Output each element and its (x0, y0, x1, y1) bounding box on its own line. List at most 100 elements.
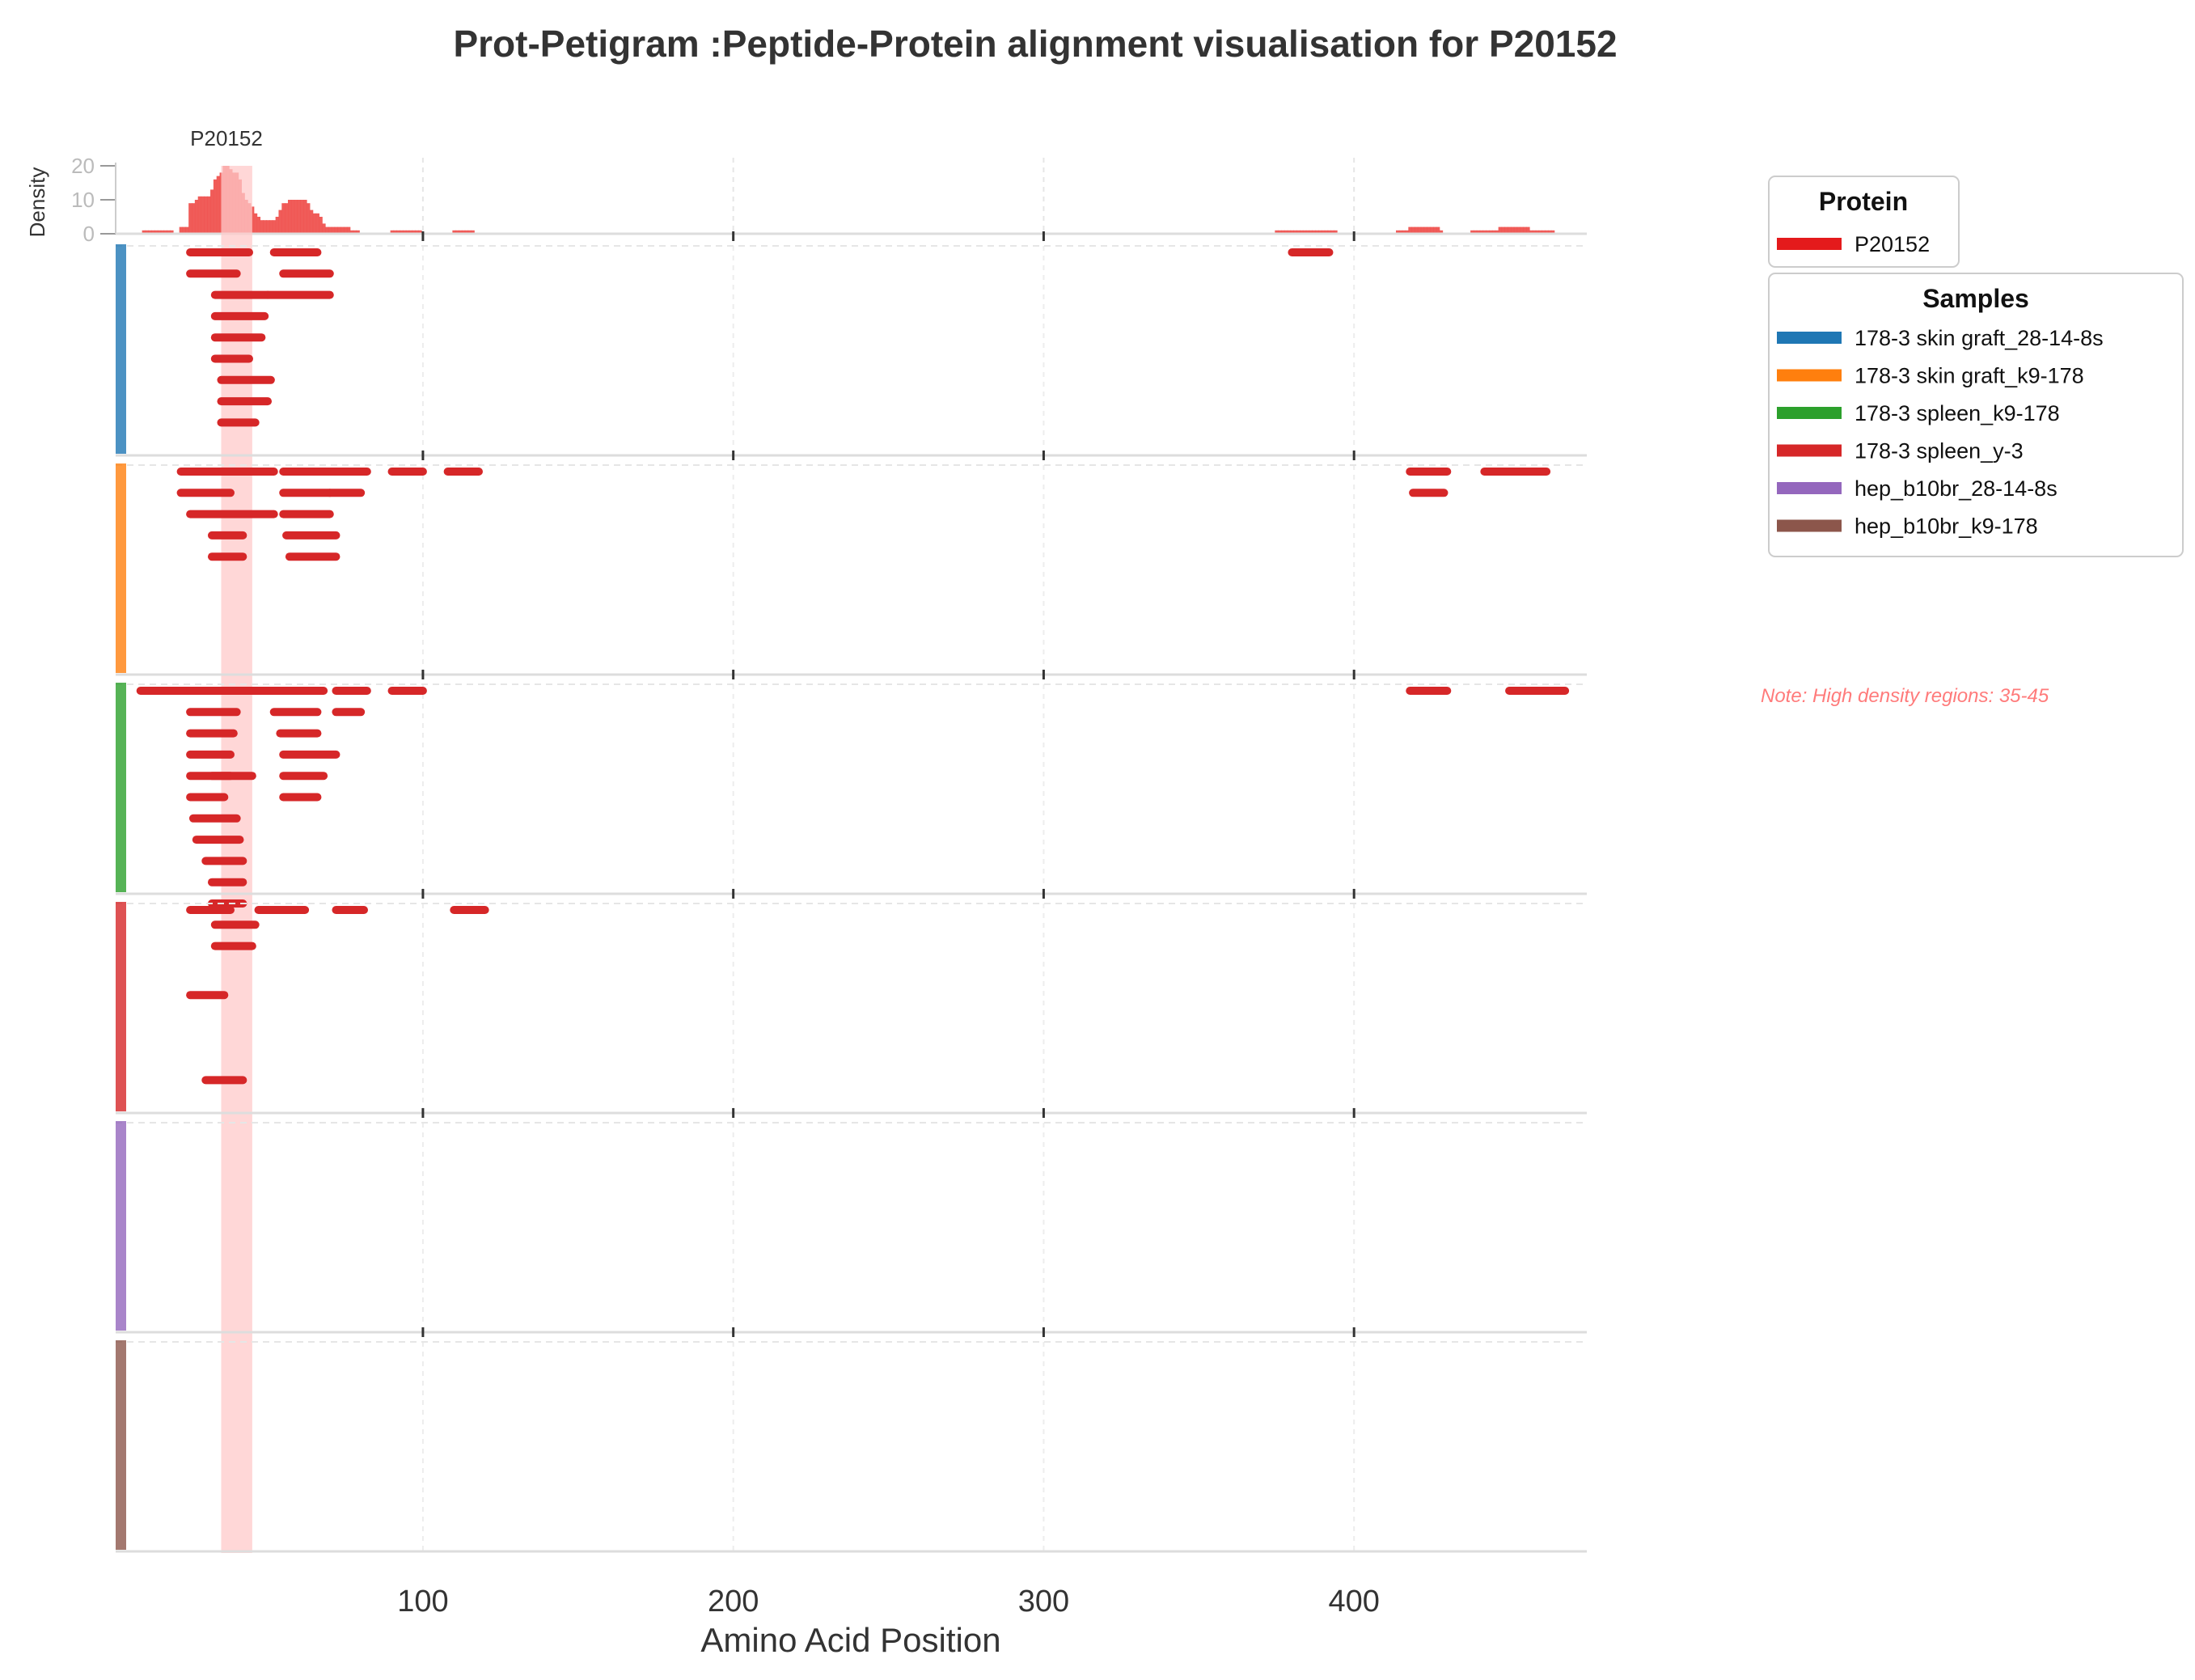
density-bar (278, 209, 282, 234)
density-bar (312, 213, 317, 234)
sample-legend-swatch (1777, 407, 1842, 419)
density-ylabel: Density (25, 167, 49, 238)
density-bar (1309, 230, 1313, 234)
density-bar (418, 230, 422, 234)
density-bar (182, 226, 186, 234)
sample-legend-swatch (1777, 482, 1842, 494)
density-bar (294, 200, 298, 234)
density-bar (331, 226, 336, 234)
density-bar (1501, 226, 1505, 234)
density-y-ticks: 0 10 20 (71, 154, 116, 246)
density-bar (1473, 230, 1478, 234)
density-bar (349, 230, 354, 234)
density-bar (281, 203, 285, 234)
x-tick-label: 200 (708, 1585, 759, 1619)
density-bar (344, 226, 348, 234)
density-bar (309, 209, 314, 234)
density-bar (1296, 230, 1301, 234)
density-bar (300, 200, 304, 234)
density-bar (1321, 230, 1326, 234)
sample-legend-swatch (1777, 444, 1842, 457)
density-bar (328, 226, 332, 234)
density-bar (1420, 226, 1425, 234)
density-bar (145, 230, 149, 234)
density-bar (148, 230, 152, 234)
density-bar (1489, 230, 1493, 234)
density-bar (1510, 226, 1515, 234)
density-bar (192, 203, 196, 234)
sample-legend-entry: hep_b10br_28-14-8s (1855, 476, 2058, 501)
density-bar (1433, 226, 1437, 234)
sample-legend-entry: 178-3 skin graft_28-14-8s (1855, 326, 2104, 350)
chart-title: Prot-Petigram :Peptide-Protein alignment… (453, 23, 1617, 65)
sample-panel (116, 1340, 1587, 1553)
density-bar (1423, 226, 1427, 234)
density-bar (315, 213, 319, 234)
x-axis: 100 200 300 400 (397, 231, 1380, 1619)
density-bar (1476, 230, 1481, 234)
density-panel: P20152 Density 0 10 20 (25, 126, 1587, 246)
density-bar (256, 217, 261, 234)
density-bar (1284, 230, 1288, 234)
density-bar (405, 230, 410, 234)
density-bar (455, 230, 459, 234)
density-bar (1312, 230, 1316, 234)
density-bar (1417, 226, 1422, 234)
x-tick-label: 100 (397, 1585, 448, 1619)
density-bar (1535, 230, 1540, 234)
density-bar (467, 230, 472, 234)
sample-panel (116, 244, 1587, 457)
density-bar (188, 203, 192, 234)
density-bar (1516, 226, 1521, 234)
density-bar (464, 230, 469, 234)
samples-legend-entries: 178-3 skin graft_28-14-8s 178-3 skin graf… (1777, 326, 2104, 539)
samples-legend-box (1768, 273, 2184, 557)
density-bar (1324, 230, 1329, 234)
density-bar (307, 203, 311, 234)
density-bar (1415, 226, 1419, 234)
density-bar (1327, 230, 1332, 234)
density-bar (1402, 230, 1406, 234)
density-bar (1334, 230, 1338, 234)
density-bar (1300, 230, 1304, 234)
density-bar (334, 226, 338, 234)
density-bar (1486, 230, 1490, 234)
density-bar (393, 230, 397, 234)
density-bar (1395, 230, 1400, 234)
density-bar (210, 189, 214, 234)
x-axis-label: Amino Acid Position (700, 1621, 1000, 1659)
density-bar (452, 230, 456, 234)
density-bar (390, 230, 395, 234)
density-bar (1405, 230, 1409, 234)
density-bar (142, 230, 146, 234)
density-bar (1315, 230, 1319, 234)
density-bar (1548, 230, 1552, 234)
density-bar (1439, 230, 1444, 234)
density-bar (185, 226, 189, 234)
sample-panel (116, 463, 1587, 676)
protein-label: P20152 (190, 126, 263, 150)
density-bar (154, 230, 159, 234)
density-bar (1470, 230, 1474, 234)
density-bar (179, 226, 184, 234)
density-tick-label: 20 (71, 154, 95, 178)
density-bar (1398, 230, 1403, 234)
sample-panel (116, 683, 1587, 950)
density-bar (269, 220, 273, 234)
density-bar (285, 203, 289, 234)
density-bar (297, 200, 301, 234)
density-tick-label: 10 (71, 188, 95, 212)
density-bar (1491, 230, 1496, 234)
density-bar (290, 200, 295, 234)
density-bar (207, 196, 211, 234)
samples-legend-title: Samples (1922, 284, 2029, 313)
density-bar (204, 196, 208, 234)
density-bar (1411, 226, 1415, 234)
density-bar (412, 230, 416, 234)
density-bar (303, 200, 307, 234)
density-bar (1508, 226, 1512, 234)
density-bar (194, 200, 199, 234)
density-bar (1275, 230, 1279, 234)
sample-legend-swatch (1777, 519, 1842, 532)
